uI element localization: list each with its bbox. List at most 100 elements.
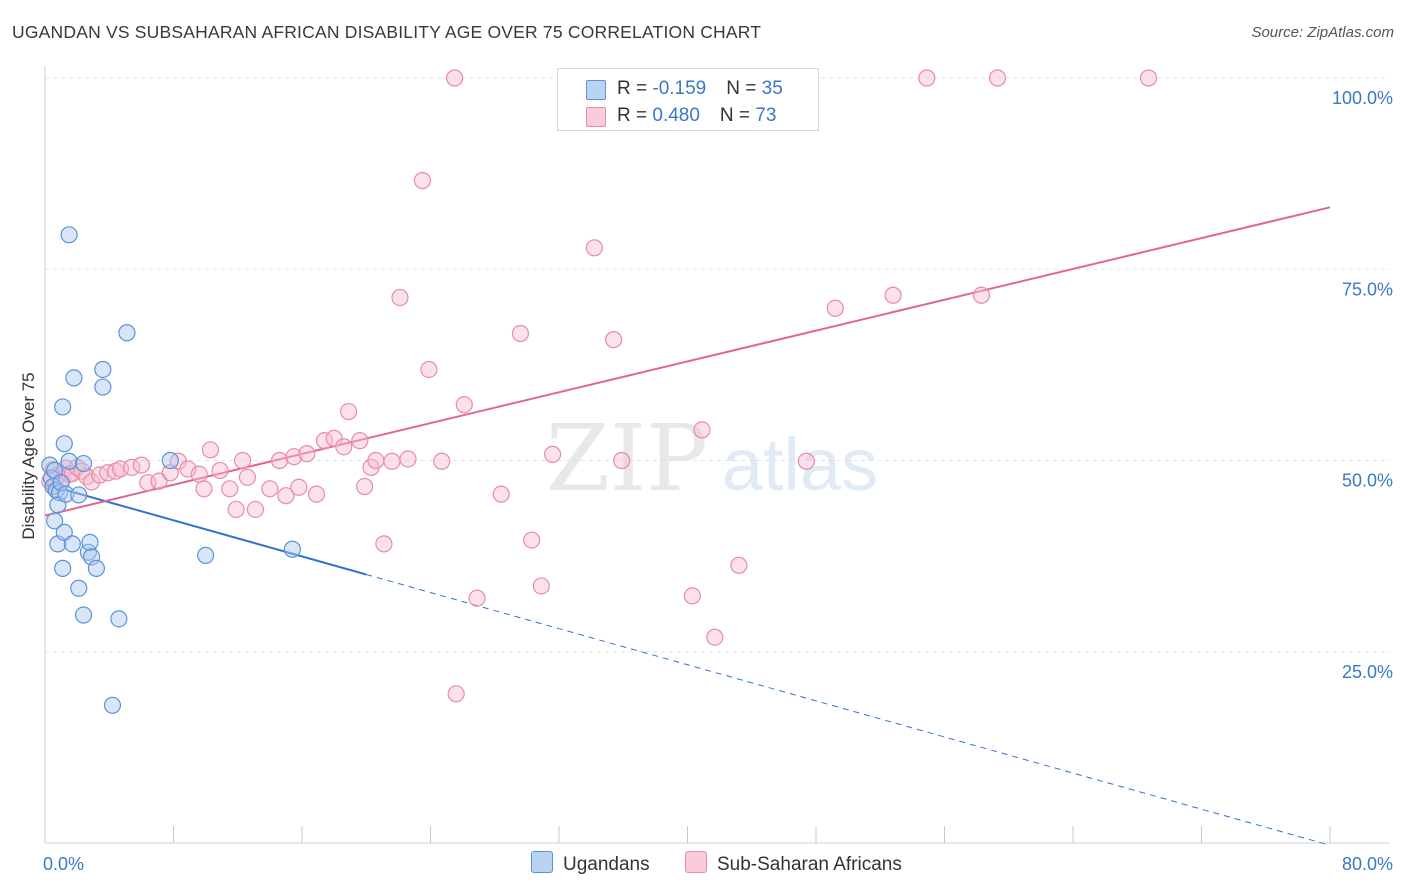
pink-swatch [586, 107, 606, 127]
subsaharan-point [988, 69, 1007, 87]
data-points [41, 69, 1158, 714]
subsaharan-point [972, 286, 991, 304]
subsaharan-point [613, 451, 631, 470]
n-label: N = [726, 78, 762, 99]
subsaharan-point [201, 441, 220, 459]
subsaharan-point [730, 556, 748, 574]
subsaharan-point [683, 587, 701, 605]
ugandan-point [54, 559, 72, 577]
axes [44, 66, 1390, 844]
x-tick-label: 0.0% [43, 854, 84, 874]
n-label: N = [719, 105, 756, 126]
ugandan-point [57, 485, 75, 503]
subsaharan-point [797, 452, 815, 470]
subsaharan-point [277, 487, 295, 505]
r-label: R = [617, 78, 653, 99]
r-label: R = [617, 105, 653, 126]
subsaharan-point [492, 485, 510, 503]
y-axis-label: Disability Age Over 75 [19, 372, 38, 539]
subsaharan-point [585, 239, 603, 257]
subsaharan-point [523, 531, 541, 549]
ugandan-point [65, 369, 83, 387]
subsaharan-point [233, 451, 252, 470]
watermark: ZIP atlas [546, 405, 878, 512]
ugandan-point [41, 456, 59, 474]
y-tick-label: 100.0% [1332, 88, 1393, 108]
subsaharan-point [532, 577, 550, 595]
subsaharan-point [706, 628, 724, 646]
y-tick-label: 50.0% [1342, 471, 1393, 491]
grid-lines [45, 77, 1390, 653]
subsaharan-point [826, 299, 844, 317]
pink-swatch [685, 851, 707, 873]
ugandan-point [55, 435, 73, 453]
ugandan-point [197, 546, 215, 564]
ugandans-trend-extension [366, 574, 1331, 846]
ugandan-point [161, 451, 179, 470]
x-tick-label: 80.0% [1342, 854, 1393, 874]
legend-label: Sub-Saharan Africans [717, 854, 902, 875]
subsaharan-point [195, 480, 213, 498]
subsaharan-point [356, 477, 374, 496]
subsaharan-point [335, 438, 353, 456]
ugandan-point [60, 452, 78, 470]
subsaharan-point [261, 480, 279, 498]
n-value: 73 [755, 105, 777, 126]
ugandan-point [87, 559, 106, 577]
ugandan-point [94, 360, 112, 379]
subsaharan-point [1139, 69, 1158, 87]
correlation-legend: R = -0.159 N = 35 R = 0.480 N = 73 [557, 68, 819, 131]
subsaharan-point [413, 171, 432, 190]
y-tick-label: 25.0% [1342, 662, 1393, 682]
subsaharan-point [190, 465, 208, 483]
subsaharan-point [543, 445, 562, 463]
subsaharan-point [211, 461, 229, 480]
watermark-atlas: atlas [722, 423, 878, 506]
subsaharan-point [227, 500, 245, 519]
trend-lines [44, 206, 1331, 846]
subsaharan-point [375, 535, 393, 553]
ugandan-point [118, 324, 136, 342]
ugandan-point [63, 535, 81, 553]
subsaharan-point [918, 69, 936, 87]
ugandan-point [60, 226, 78, 244]
blue-swatch [586, 80, 606, 100]
ugandan-point [94, 378, 112, 396]
subsaharan-point [78, 467, 96, 486]
ugandan-point [283, 540, 301, 558]
ugandan-point [81, 533, 99, 551]
axis-labels: 25.0% 50.0% 75.0% 100.0% 0.0% 80.0% Disability… [19, 88, 1393, 874]
subsaharan-point [383, 452, 401, 470]
ugandan-point [54, 398, 72, 416]
subsaharan-point [238, 468, 256, 486]
ugandans-trend-line [44, 483, 367, 576]
subsaharan-point [420, 360, 438, 379]
subsaharan-point [391, 288, 409, 307]
subsaharan-point [693, 421, 711, 439]
watermark-zip: ZIP [546, 405, 708, 512]
source-label: Source: ZipAtlas.com [1251, 24, 1394, 41]
subsaharan-point [246, 500, 265, 519]
subsaharan-point [307, 485, 326, 503]
ugandan-point [70, 486, 88, 504]
subsaharan-point [270, 451, 289, 470]
ugandan-point [70, 579, 88, 597]
subsaharan-point [455, 396, 473, 414]
subsaharan-point [433, 452, 451, 470]
subsaharan-point [285, 448, 303, 466]
subsaharan-point [445, 69, 464, 87]
subsaharan-point [605, 331, 623, 349]
y-tick-label: 75.0% [1342, 279, 1393, 299]
legend-item-subsaharan: Sub-Saharan Africans [685, 851, 902, 876]
blue-swatch [531, 851, 553, 873]
subsaharan-point [447, 685, 465, 703]
ugandan-point [110, 610, 128, 628]
ugandan-point [74, 454, 93, 473]
subsaharan-point [298, 445, 316, 463]
legend-label: Ugandans [563, 854, 650, 875]
subsaharan-trend-line [44, 206, 1331, 517]
r-value: 0.480 [652, 105, 700, 126]
subsaharan-point [339, 402, 358, 421]
ugandan-point [74, 606, 93, 624]
